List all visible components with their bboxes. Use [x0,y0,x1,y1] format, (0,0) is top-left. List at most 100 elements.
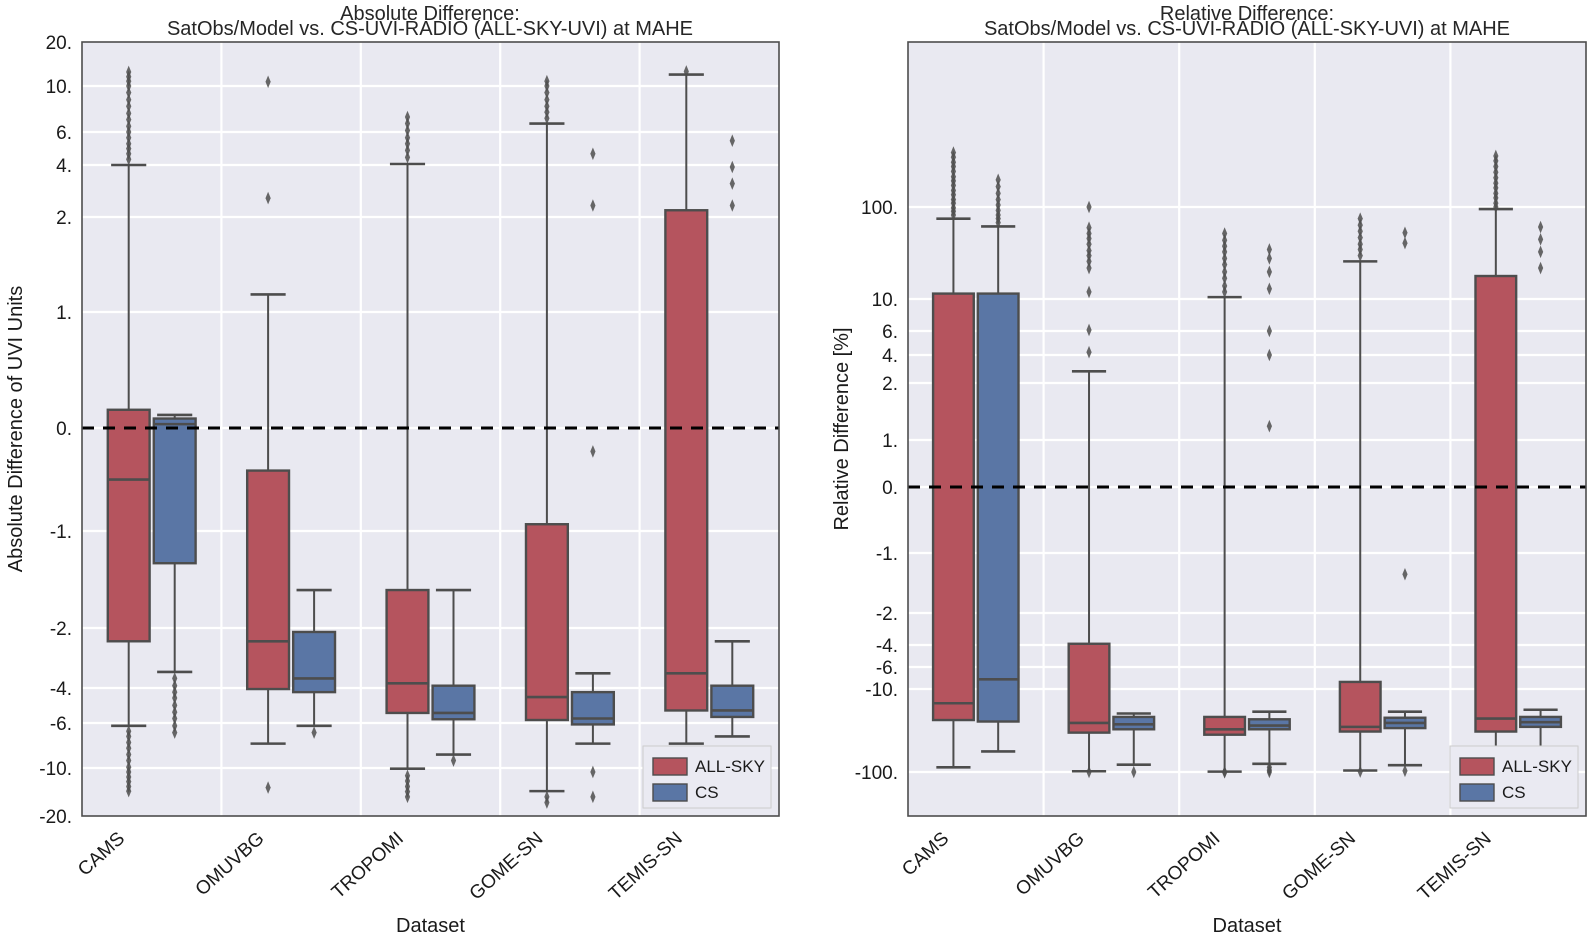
boxplot-all-sky-temis-sn [1474,149,1518,772]
boxplot-cs-omuvbg [291,588,337,739]
box-iqr [1474,274,1518,733]
box-iqr [152,417,197,565]
outlier-marker [1537,233,1544,246]
outlier-marker [1357,231,1363,244]
outlier-marker [590,790,596,804]
box-iqr [245,469,291,691]
legend[interactable]: ALL-SKY CS [642,745,772,809]
box-iqr [931,292,975,722]
boxplot-cs-tropomi [1247,243,1291,779]
y-tick-label: -20. [39,807,72,828]
y-tick-label: -6. [876,658,898,679]
y-tick-label: 0. [56,419,72,440]
outlier-marker [544,93,550,107]
boxplot-all-sky-gome-sn [1338,212,1382,778]
outlier-marker [311,726,317,739]
outlier-marker [590,199,596,212]
outlier-marker [1357,212,1363,225]
outlier-marker [1357,237,1363,251]
outlier-marker [544,796,550,809]
y-tick-label: -10. [865,680,898,701]
outlier-marker [126,107,132,120]
outlier-marker [1402,226,1408,240]
panel-title-line2: SatObs/Model vs. CS-UVI-RADIO (ALL-SKY-U… [167,18,693,40]
outlier-marker [1222,766,1228,779]
outlier-marker [126,754,132,767]
outlier-marker [1222,265,1228,279]
outlier-marker [729,199,735,212]
panel-title-line2: SatObs/Model vs. CS-UVI-RADIO (ALL-SKY-U… [984,18,1510,40]
boxplot-cs-cams [152,413,197,739]
outlier-marker [590,765,596,779]
legend[interactable]: ALL-SKY CS [1449,745,1579,809]
legend-label-all-sky: ALL-SKY [1502,757,1572,776]
outlier-marker [544,74,550,88]
outlier-marker [1086,285,1092,299]
outlier-marker [126,100,132,113]
y-tick-label: -10. [39,759,72,780]
outlier-marker [1266,419,1272,433]
outlier-marker [1266,265,1272,279]
x-axis-label: Dataset [396,915,465,937]
outlier-marker [1266,765,1272,779]
box-iqr [524,523,570,722]
y-tick-label: 6. [56,123,72,144]
box-iqr [976,292,1020,723]
boxplot-all-sky-temis-sn [664,65,709,745]
outlier-marker [1402,764,1408,778]
box-iqr [291,630,337,694]
outlier-marker [450,754,457,767]
outlier-marker [126,65,132,79]
y-tick-label: -4. [876,636,898,657]
boxplot-cs-temis-sn [710,134,755,738]
legend-label-cs: CS [1502,783,1526,802]
outlier-marker [1086,200,1092,214]
outlier-marker [1266,282,1272,296]
axes-frame [81,41,780,817]
outlier-marker [995,187,1001,200]
boxplot-all-sky-gome-sn [524,74,570,809]
boxplot-cs-cams [976,173,1020,753]
outlier-marker [1222,279,1228,293]
outlier-marker [126,741,132,755]
outlier-marker [1266,324,1272,338]
outlier-marker [172,705,178,719]
outlier-marker [1086,261,1092,275]
y-tick-label: 1. [56,303,72,324]
y-tick-label: -1. [50,522,72,543]
outlier-marker [729,134,735,148]
y-tick-label: 1. [882,431,898,452]
outlier-marker [126,784,132,798]
outlier-marker [1086,765,1092,779]
outlier-marker [172,699,178,712]
y-tick-label: -1. [876,544,898,565]
boxplot-all-sky-omuvbg [1067,200,1111,779]
outlier-marker [1266,348,1272,362]
outlier-marker [404,144,411,157]
boxplot-cs-omuvbg [1112,712,1156,779]
box-iqr [1338,680,1382,733]
y-tick-label: 100. [861,198,898,219]
outlier-marker [995,180,1001,193]
boxplot-all-sky-tropomi [385,110,430,804]
y-tick-label: 10. [46,77,72,98]
outlier-marker [1086,244,1092,257]
outlier-marker [1086,221,1092,235]
outlier-marker [172,726,178,739]
boxplot-cs-gome-sn [570,147,616,804]
box-iqr [106,408,151,643]
outlier-marker [404,124,411,137]
y-tick-label: 2. [56,208,72,229]
outlier-marker [404,117,411,130]
legend-label-cs: CS [695,783,719,802]
box-iqr [1247,718,1291,731]
y-tick-label: 10. [872,290,898,311]
outlier-marker [544,86,550,99]
outlier-marker [172,691,178,705]
outlier-marker [404,131,411,145]
y-tick-label: -6. [50,714,72,735]
outlier-marker [265,191,271,205]
outlier-marker [995,173,1001,187]
